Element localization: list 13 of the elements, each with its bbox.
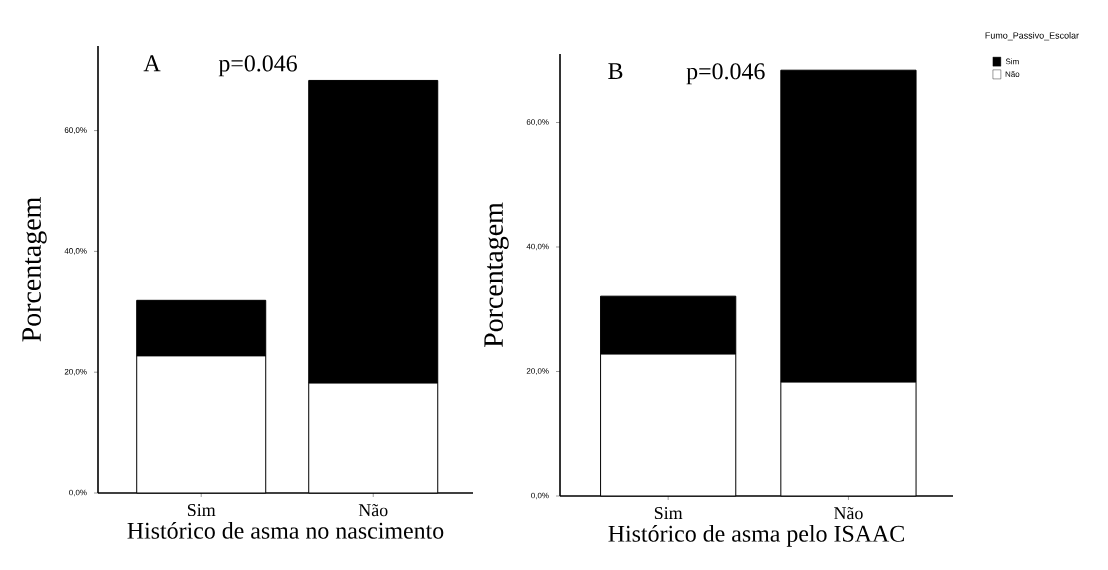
y-axis-title: Porcentagem — [484, 202, 509, 347]
x-tick-label: Não — [834, 507, 863, 520]
legend-title: Fumo_Passivo_Escolar — [985, 32, 1079, 41]
annotation: p=0.046 — [218, 55, 297, 77]
x-tick-label: Sim — [187, 504, 216, 517]
annotation: p=0.046 — [686, 63, 765, 85]
annotation: B — [608, 63, 623, 79]
x-axis-title: Histórico de asma pelo ISAAC — [608, 524, 904, 547]
annotation: A — [143, 55, 161, 72]
x-tick-label: Não — [358, 504, 388, 517]
x-axis-title: Histórico de asma no nascimento — [127, 521, 444, 539]
x-tick-label: Sim — [654, 507, 683, 520]
y-axis-title: Porcentagem — [22, 197, 47, 342]
